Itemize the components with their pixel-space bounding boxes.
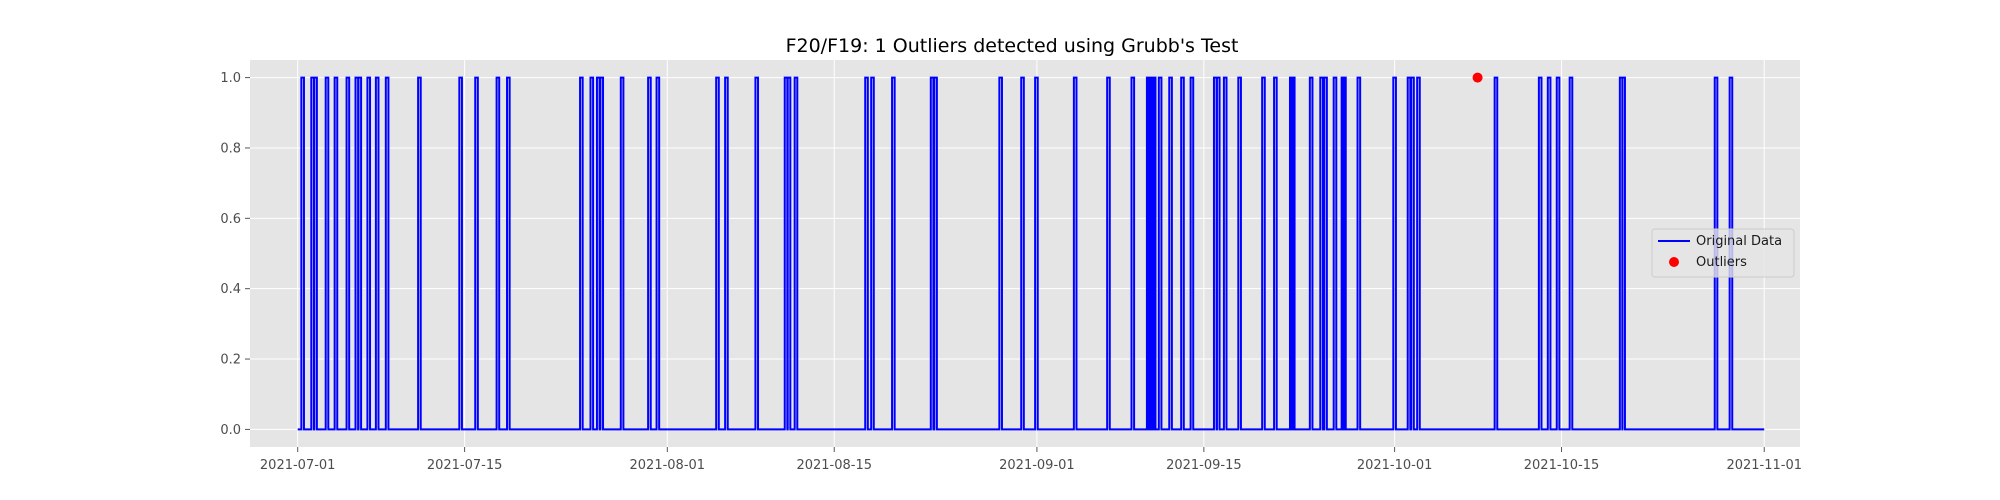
y-tick-label: 0.6 (220, 212, 241, 227)
x-tick-label: 2021-07-15 (427, 458, 503, 473)
series-layer (297, 72, 1765, 431)
y-tick-label: 0.0 (220, 423, 241, 438)
x-tick-label: 2021-09-15 (1166, 458, 1242, 473)
x-tick-label: 2021-08-01 (630, 458, 706, 473)
legend-label-original: Original Data (1696, 234, 1782, 249)
x-axis: 2021-07-01 2021-07-15 2021-08-01 2021-08-15… (260, 447, 1802, 473)
plot-area (250, 60, 1800, 447)
y-tick-label: 0.2 (220, 353, 241, 368)
x-tick-label: 2021-10-01 (1357, 458, 1433, 473)
legend-label-outliers: Outliers (1696, 255, 1747, 270)
outlier-point (1472, 72, 1483, 83)
x-tick-label: 2021-10-15 (1524, 458, 1600, 473)
x-tick-label: 2021-07-01 (260, 458, 336, 473)
y-axis: 0.0 0.2 0.4 0.6 0.8 1.0 (220, 71, 250, 438)
y-tick-label: 0.4 (220, 282, 241, 297)
x-tick-label: 2021-11-01 (1726, 458, 1802, 473)
legend-dot-marker (1669, 257, 1679, 267)
x-tick-label: 2021-09-01 (999, 458, 1075, 473)
series-line-original-data (297, 76, 1765, 431)
x-tick-label: 2021-08-15 (796, 458, 872, 473)
chart-title: F20/F19: 1 Outliers detected using Grubb… (786, 35, 1239, 57)
legend: Original Data Outliers (1651, 228, 1795, 278)
y-tick-label: 1.0 (220, 71, 241, 86)
y-tick-label: 0.8 (220, 141, 241, 156)
